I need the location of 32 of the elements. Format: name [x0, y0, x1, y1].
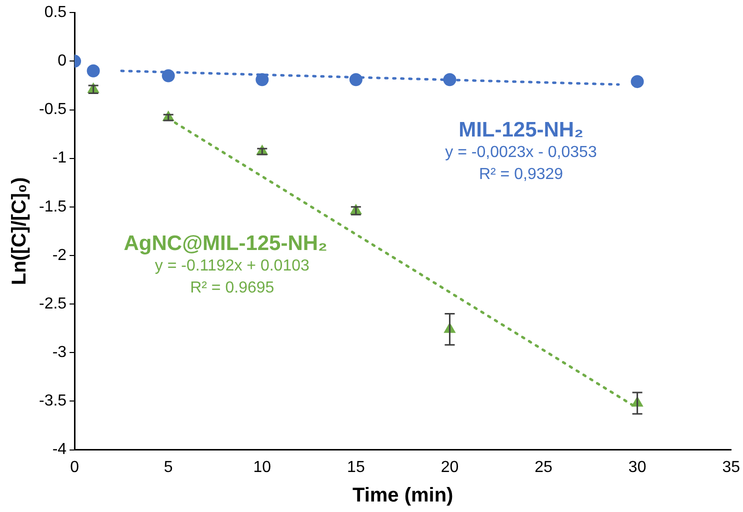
- point: [349, 73, 362, 86]
- annotation: R² = 0.9695: [190, 279, 274, 296]
- x-tick-label: 15: [347, 458, 365, 476]
- x-tick-label: 20: [440, 458, 459, 476]
- y-tick-label: 0.5: [44, 4, 67, 22]
- point: [86, 64, 100, 78]
- point: [162, 69, 175, 82]
- y-tick-label: -3: [52, 344, 67, 362]
- y-tick-label: 0: [58, 52, 67, 70]
- y-tick-label: -3.5: [38, 392, 67, 410]
- y-tick-label: -2: [52, 246, 67, 264]
- y-tick-label: -2.5: [38, 295, 67, 312]
- x-axis-title: Time (min): [352, 484, 454, 507]
- y-tick-label: -1.5: [38, 198, 67, 216]
- point: [443, 73, 456, 86]
- x-tick-label: 10: [253, 458, 272, 476]
- annotation: y = -0,0023x - 0,0353: [445, 144, 597, 161]
- y-tick-label: -4: [52, 441, 67, 458]
- point: [630, 75, 644, 88]
- x-tick-label: 25: [534, 458, 553, 476]
- x-tick-label: 35: [722, 458, 740, 476]
- y-axis-title: Ln([C]/[C]₀): [8, 177, 31, 286]
- x-tick-label: 30: [628, 458, 646, 476]
- annotation: R² = 0,9329: [478, 166, 564, 183]
- series-label: AgNC@MIL-125-NH₂: [124, 232, 328, 256]
- annotation: y = -0.1192x + 0.0103: [154, 258, 310, 275]
- series-label: MIL-125-NH₂: [458, 118, 584, 142]
- y-tick-label: -0.5: [38, 101, 67, 118]
- y-tick-label: -1: [52, 150, 67, 167]
- x-tick-label: 5: [164, 458, 173, 476]
- point: [256, 73, 269, 86]
- x-tick-label: 0: [70, 458, 80, 476]
